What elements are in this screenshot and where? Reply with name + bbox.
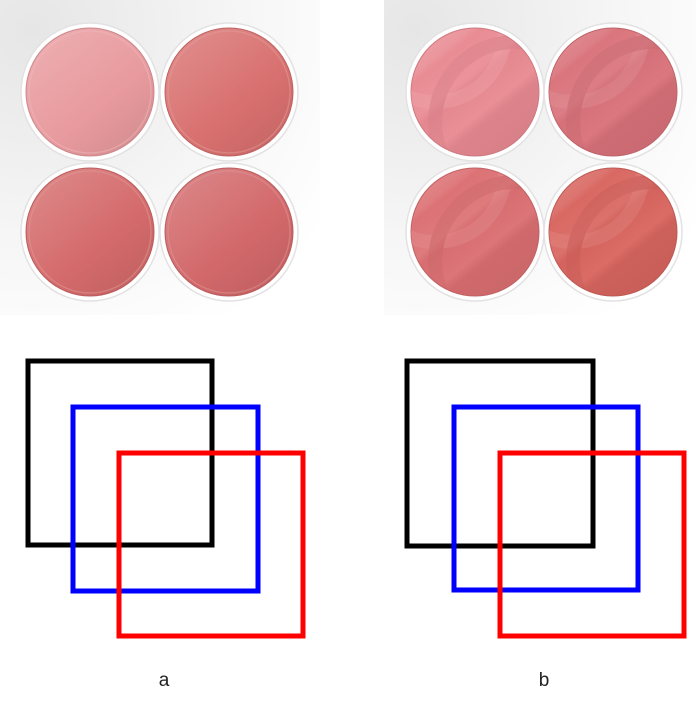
red-square [116,450,306,639]
blue-square [70,404,261,594]
circle-bottom-left [405,162,545,302]
panel-b: b [384,0,696,706]
circle-bottom-right [543,162,683,302]
circle-top-left [20,22,160,162]
circle-bottom-right [159,162,299,302]
circle-top-right [159,22,299,162]
panel-a: a [0,0,330,706]
caption-a: a [158,670,170,691]
blue-square [451,404,641,593]
circle-top-left [405,22,545,162]
panel-b-graphic [384,0,696,639]
caption-b: b [538,670,550,691]
circle-bottom-left [20,162,160,302]
circle-top-right [543,22,683,162]
red-square [497,450,687,639]
panel-a-graphic [0,0,320,639]
